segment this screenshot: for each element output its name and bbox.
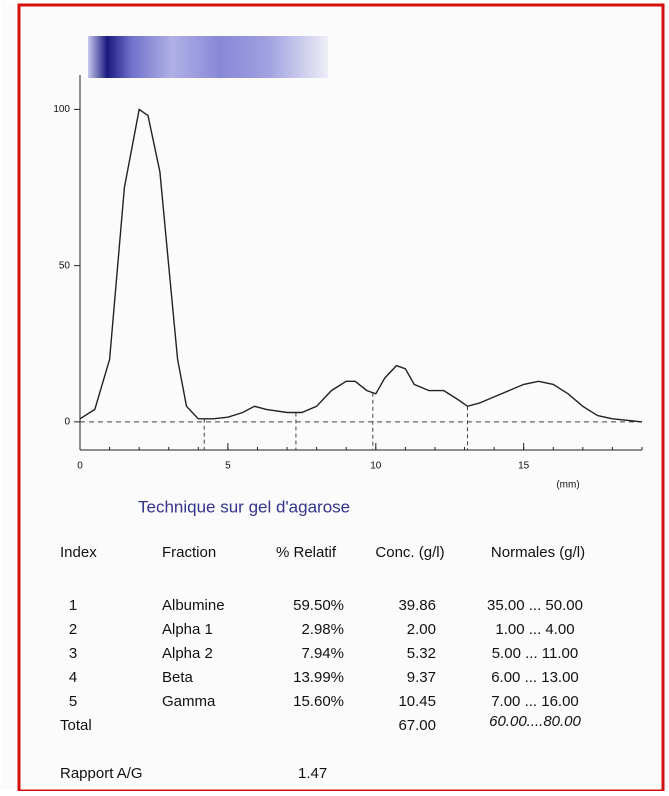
cell: Gamma bbox=[162, 693, 216, 710]
cell: 39.86 bbox=[398, 597, 436, 614]
cell: 1 bbox=[69, 597, 77, 614]
cell: 3 bbox=[69, 645, 77, 662]
header-cell: % Relatif bbox=[276, 544, 337, 561]
chart: 0 50 100 0 5 10 15 (mm) bbox=[53, 75, 643, 491]
table: Index Fraction % Relatif Conc. (g/l) Normale… bbox=[60, 544, 585, 782]
cell: 13.99% bbox=[293, 669, 344, 686]
cell: 15.60% bbox=[293, 693, 344, 710]
header-cell: Normales (g/l) bbox=[491, 544, 585, 561]
cell: 2.00 bbox=[407, 621, 436, 638]
cell: 10.45 bbox=[398, 693, 436, 710]
header-cell: Conc. (g/l) bbox=[375, 544, 444, 561]
cell: 7.00 ... 16.00 bbox=[491, 693, 579, 710]
y-tick-label: 100 bbox=[53, 104, 70, 115]
cell: 5.00 ... 11.00 bbox=[492, 645, 578, 662]
y-tick-label: 50 bbox=[59, 260, 71, 271]
cell: Alpha 1 bbox=[162, 621, 213, 638]
ratio-label: Rapport A/G bbox=[60, 765, 143, 782]
density-curve bbox=[79, 108, 643, 423]
total-normales: 60.00....80.00 bbox=[489, 713, 581, 730]
cell: 9.37 bbox=[407, 669, 436, 686]
x-tick-label: 15 bbox=[518, 461, 530, 472]
header-cell: Index bbox=[60, 544, 97, 561]
ratio-value: 1.47 bbox=[298, 765, 327, 782]
cell: 5.32 bbox=[407, 645, 436, 662]
cell: 2.98% bbox=[301, 621, 344, 638]
cell: Alpha 2 bbox=[162, 645, 213, 662]
y-tick-label: 0 bbox=[64, 417, 70, 428]
cell: 2 bbox=[69, 621, 77, 638]
cell: 4 bbox=[69, 669, 77, 686]
x-tick-label: 0 bbox=[77, 461, 83, 472]
x-axis-label: (mm) bbox=[556, 480, 579, 491]
cell: Albumine bbox=[162, 597, 225, 614]
cell: 6.00 ... 13.00 bbox=[491, 669, 579, 686]
x-tick-label: 10 bbox=[370, 461, 382, 472]
cell: 59.50% bbox=[293, 597, 344, 614]
cell: 7.94% bbox=[301, 645, 344, 662]
cell: Beta bbox=[162, 669, 194, 686]
total-conc: 67.00 bbox=[398, 717, 436, 734]
cell: 35.00 ... 50.00 bbox=[487, 597, 583, 614]
subtitle: Technique sur gel d'agarose bbox=[138, 497, 350, 516]
total-label: Total bbox=[60, 717, 92, 734]
header-cell: Fraction bbox=[162, 544, 216, 561]
gel-band bbox=[88, 36, 328, 78]
x-tick-label: 5 bbox=[225, 461, 231, 472]
cell: 5 bbox=[69, 693, 77, 710]
cell: 1.00 ... 4.00 bbox=[495, 621, 574, 638]
